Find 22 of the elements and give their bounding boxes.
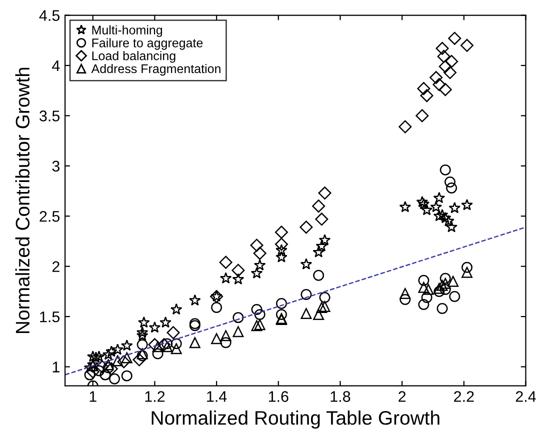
y-tick-label: 4.5	[39, 10, 60, 21]
x-tick-label: 1.2	[145, 391, 165, 402]
legend-label: Multi-homing	[92, 25, 162, 37]
y-tick-label: 1	[52, 362, 60, 372]
y-axis-title: Normalized Contributor Growth	[15, 68, 30, 333]
y-tick-label: 2	[52, 261, 60, 272]
x-axis-title: Normalized Routing Table Growth	[152, 410, 440, 429]
x-tick-label: 1.4	[207, 391, 227, 402]
y-tick-label: 2.5	[40, 210, 60, 222]
x-tick-label: 2	[398, 391, 406, 402]
y-tick-label: 4	[52, 60, 60, 72]
x-tick-label: 1	[90, 391, 96, 402]
y-tick-label: 3	[52, 160, 60, 172]
legend-label: Load balancing	[92, 51, 176, 63]
legend-label: Failure to aggregate	[92, 38, 203, 50]
y-tick-label: 3.5	[40, 110, 60, 122]
x-tick-label: 2.2	[454, 391, 474, 402]
x-tick-label: 1.8	[330, 391, 350, 402]
x-tick-label: 1.6	[268, 391, 288, 402]
legend-label: Address Fragmentation	[91, 64, 220, 76]
y-tick-label: 1.5	[40, 312, 60, 322]
x-tick-label: 2.4	[516, 391, 536, 402]
